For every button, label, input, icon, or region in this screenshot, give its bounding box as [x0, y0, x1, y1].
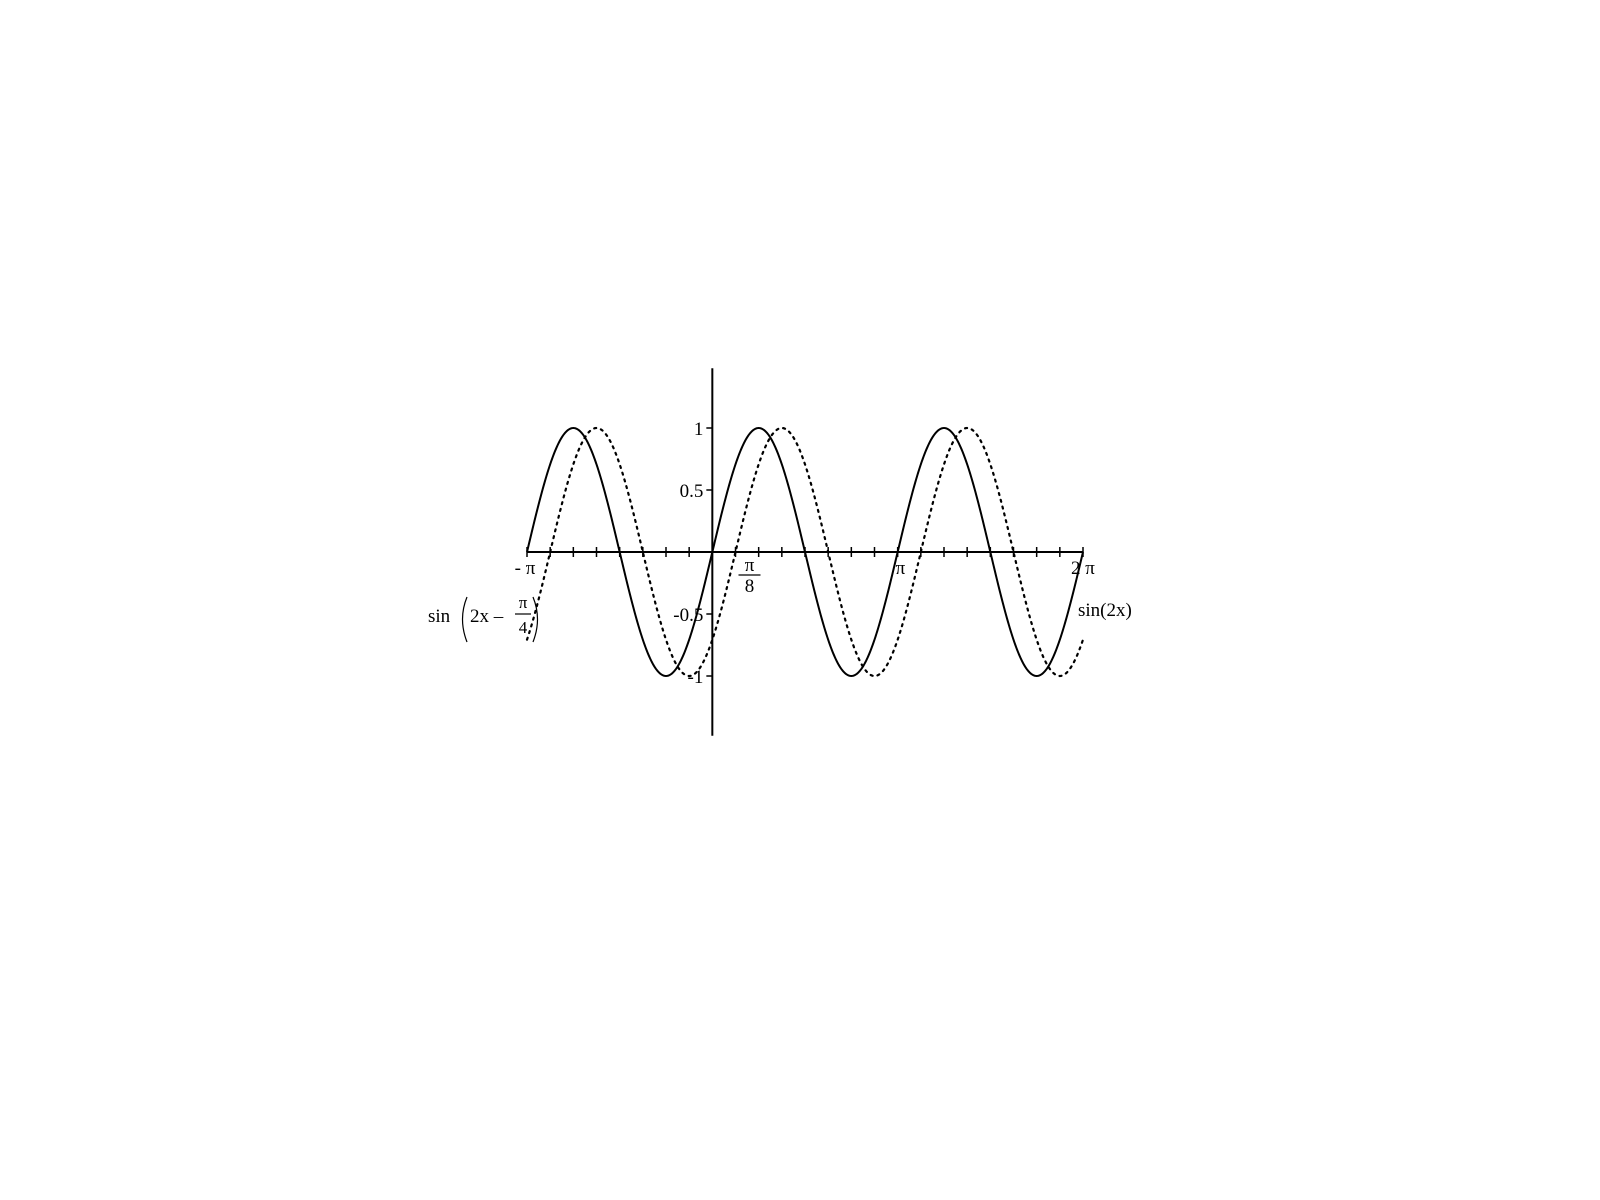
- curve-label-prefix: sin: [428, 606, 451, 627]
- right-paren-icon: [532, 596, 539, 643]
- y-tick-label-0-5: 0.5: [680, 481, 704, 502]
- y-tick-label-neg-0-5: -0.5: [673, 605, 703, 626]
- curve-label-sin-2x: sin(2x): [1078, 600, 1132, 621]
- x-tick-label-2pi: 2 π: [1071, 558, 1095, 579]
- curve-label-inner: 2x –: [470, 606, 504, 627]
- left-paren-icon: [461, 596, 468, 643]
- x-tick-label-pi-over-8-numerator: π: [745, 555, 755, 576]
- x-tick-label-pi-over-8-denominator: 8: [745, 576, 755, 597]
- curve-sin-2x-minus-pi-over-4: [525, 426, 1085, 678]
- x-axis-ticks: [526, 547, 1084, 557]
- curve-label-fraction-denominator: 4: [519, 618, 528, 637]
- curve-label-fraction-numerator: π: [519, 593, 528, 612]
- x-tick-label-pi: π: [896, 558, 906, 579]
- x-tick-label-neg-pi: - π: [515, 558, 536, 579]
- y-tick-label-neg-1: -1: [688, 667, 704, 688]
- curve-label-sin-2x-minus-pi-over-4: sin 2x – π 4: [428, 593, 539, 643]
- y-tick-label-1: 1: [694, 419, 704, 440]
- y-axis-ticks: [706, 427, 713, 677]
